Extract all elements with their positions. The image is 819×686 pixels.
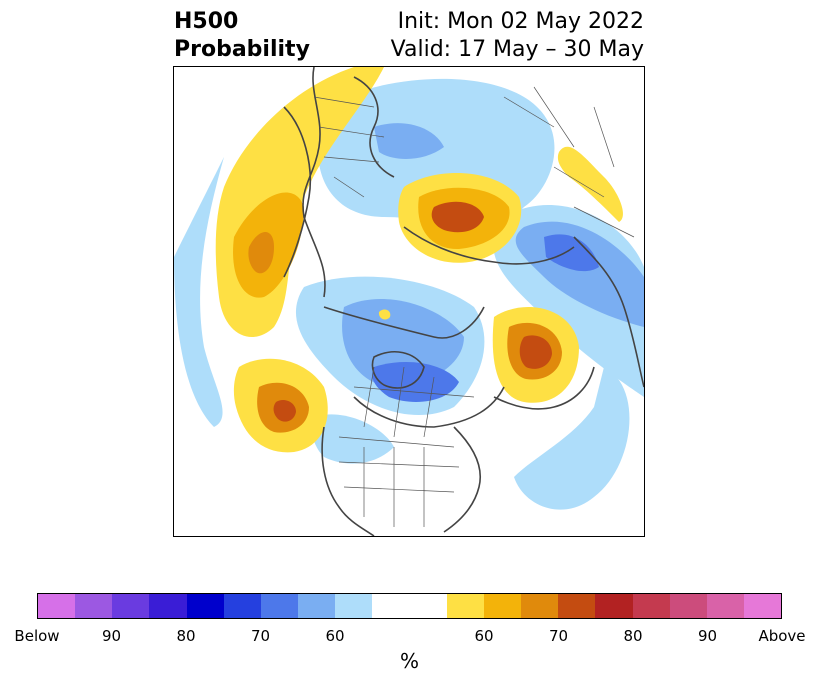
colorbar-tick-labels: Below 90 80 70 60 60 70 80 90 Above	[0, 627, 819, 647]
above-region-siberia-core	[431, 201, 484, 233]
borders	[313, 86, 635, 527]
colorbar-tick-label: 70	[250, 627, 271, 645]
colorbar-cell	[38, 594, 76, 618]
coastline-siberia	[403, 226, 575, 265]
coastline-greenland	[283, 106, 312, 278]
border-lines-us	[338, 436, 460, 527]
colorbar-cell	[335, 594, 373, 618]
colorbar-cell	[669, 594, 707, 618]
colorbar-cell	[186, 594, 224, 618]
coastline-alaska	[493, 366, 595, 410]
colorbar-units: %	[399, 649, 419, 673]
colorbar-cell	[298, 594, 336, 618]
colorbar-cell	[558, 594, 596, 618]
colorbar-cell	[743, 594, 782, 618]
colorbar-cell	[521, 594, 559, 618]
colorbar-tick-label: 70	[548, 627, 569, 645]
coastline-europe	[302, 67, 326, 298]
colorbar-cell	[372, 594, 410, 618]
border-lines-canada	[353, 366, 475, 438]
above-region-russia-small	[378, 309, 391, 320]
border-lines-asia	[503, 86, 635, 238]
colorbar	[37, 593, 782, 619]
below-region-us-north	[312, 414, 394, 464]
colorbar-cell	[223, 594, 261, 618]
coastline-us-west	[321, 426, 375, 536]
coastline-scandinavia	[353, 76, 395, 178]
title-variable: H500	[174, 9, 239, 34]
colorbar-cell	[409, 594, 447, 618]
above-region-pacific-north	[557, 146, 624, 222]
map-title: H500 Probability	[174, 8, 310, 64]
map-dates: Init: Mon 02 May 2022 Valid: 17 May – 30…	[391, 8, 644, 64]
below-region-asia-core	[544, 234, 599, 272]
colorbar-cell	[112, 594, 150, 618]
colorbar-cell	[595, 594, 633, 618]
colorbar-tick-label: 90	[697, 627, 718, 645]
colorbar-cell	[706, 594, 744, 618]
coastline-east-asia	[573, 236, 644, 388]
map-canvas	[174, 67, 644, 536]
colorbar-tick-label: 60	[325, 627, 345, 645]
probability-map	[173, 66, 645, 537]
colorbar-cell	[632, 594, 670, 618]
colorbar-tick-label: 80	[623, 627, 643, 645]
coastlines	[283, 67, 644, 536]
below-region-pacific	[514, 367, 630, 510]
above-region-alaska-core	[519, 335, 552, 369]
colorbar-cell	[446, 594, 484, 618]
above-region-greenland-core	[248, 232, 274, 274]
coastline-north-america-east	[353, 386, 505, 428]
init-date: Init: Mon 02 May 2022	[397, 9, 644, 34]
below-region-atlantic-west	[174, 157, 224, 427]
border-lines-europe	[313, 96, 385, 198]
colorbar-tick-label: 90	[101, 627, 122, 645]
colorbar-tick-label: Below	[14, 627, 60, 645]
colorbar-cell	[483, 594, 522, 618]
colorbar-cell	[149, 594, 187, 618]
coastline-hudson-bay	[371, 351, 425, 389]
colorbar-tick-label: 60	[474, 627, 494, 645]
coastline-arctic-canada	[323, 306, 485, 339]
title-product: Probability	[174, 37, 310, 62]
above-region-atlantic-core	[273, 400, 296, 422]
colorbar-cell	[260, 594, 299, 618]
colorbar-cell	[75, 594, 113, 618]
above-normal-areas	[215, 67, 624, 453]
valid-period: Valid: 17 May – 30 May	[390, 37, 644, 62]
coastline-us-east	[443, 426, 481, 533]
colorbar-tick-label: 80	[176, 627, 196, 645]
below-region-scandinavia-mid	[374, 123, 444, 159]
below-normal-areas	[174, 78, 644, 510]
colorbar-tick-label: Above	[758, 627, 806, 645]
